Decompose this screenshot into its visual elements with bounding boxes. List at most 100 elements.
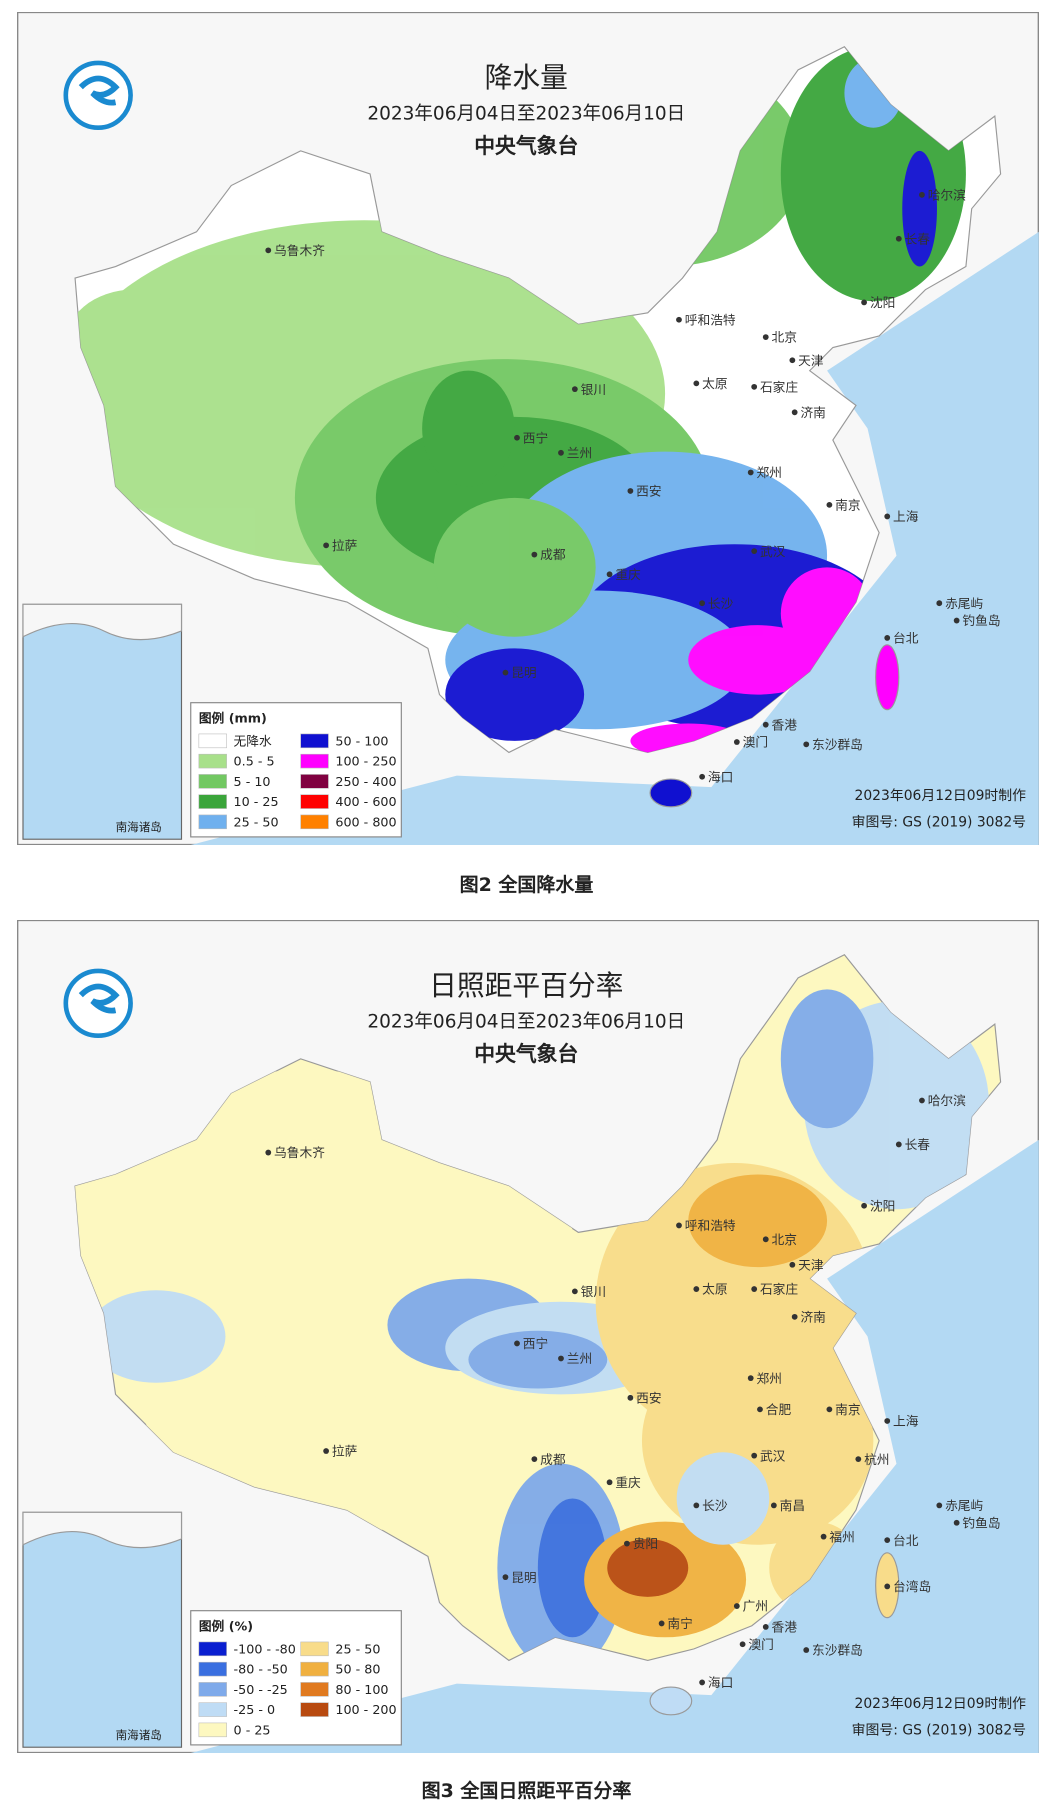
city-label: 郑州 bbox=[756, 1371, 781, 1386]
city-dot bbox=[791, 409, 798, 416]
city-label: 乌鲁木齐 bbox=[274, 243, 325, 258]
legend-swatch bbox=[300, 774, 329, 789]
city-label: 台北 bbox=[893, 631, 919, 646]
city-label: 银川 bbox=[581, 1284, 606, 1299]
fill-region bbox=[445, 648, 585, 741]
fill-region bbox=[780, 989, 874, 1129]
city-label: 哈尔滨 bbox=[928, 1093, 966, 1108]
city-dot bbox=[855, 1456, 862, 1463]
city-dot bbox=[826, 501, 833, 508]
city-dot bbox=[762, 1624, 769, 1630]
city-label: 西安 bbox=[636, 1390, 661, 1405]
city-dot bbox=[514, 434, 520, 441]
legend-swatch bbox=[300, 794, 329, 809]
city-label: 北京 bbox=[772, 330, 797, 345]
city-label: 重庆 bbox=[615, 567, 641, 582]
city-label: 澳门 bbox=[743, 735, 768, 750]
city-label: 上海 bbox=[893, 509, 919, 524]
city-label: 杭州 bbox=[864, 1452, 889, 1467]
legend-swatch bbox=[300, 1661, 329, 1677]
legend-swatch bbox=[198, 733, 227, 749]
caption: 图2 全国降水量 bbox=[459, 874, 594, 896]
city-label: 西宁 bbox=[523, 430, 548, 445]
taiwan bbox=[875, 644, 900, 711]
fill-region bbox=[468, 1330, 608, 1389]
city-label: 上海 bbox=[893, 1414, 919, 1429]
city-dot bbox=[861, 1202, 867, 1209]
city-label: 海口 bbox=[708, 1675, 733, 1690]
inset-label: 南海诸岛 bbox=[116, 820, 162, 834]
city-label: 哈尔滨 bbox=[928, 187, 966, 202]
legend-label: 0 - 25 bbox=[234, 1722, 271, 1737]
city-dot bbox=[936, 600, 943, 607]
city-label: 福州 bbox=[829, 1529, 854, 1544]
city-label: 兰州 bbox=[567, 1351, 592, 1366]
city-label: 钓鱼岛 bbox=[962, 613, 1000, 628]
legend-swatch bbox=[198, 1661, 227, 1677]
city-label: 武汉 bbox=[760, 1448, 786, 1463]
city-dot bbox=[936, 1502, 943, 1509]
city-dot bbox=[751, 383, 758, 390]
city-dot bbox=[265, 247, 272, 254]
city-dot bbox=[699, 600, 706, 607]
sea bbox=[190, 1139, 1039, 1753]
city-dot bbox=[739, 1641, 746, 1648]
city-dot bbox=[884, 635, 891, 641]
legend-swatch bbox=[198, 1702, 227, 1717]
legend-label: 无降水 bbox=[234, 734, 272, 749]
city-label: 海口 bbox=[708, 769, 733, 784]
legend-swatch bbox=[198, 1722, 227, 1738]
city-label: 石家庄 bbox=[760, 379, 798, 394]
city-label: 贵阳 bbox=[633, 1536, 658, 1551]
fill-region bbox=[86, 1290, 226, 1383]
city-dot bbox=[693, 1286, 700, 1292]
hainan bbox=[649, 778, 693, 808]
production-note: 2023年06月12日09时制作 bbox=[855, 1696, 1027, 1712]
city-dot bbox=[884, 513, 891, 520]
legend-swatch bbox=[198, 814, 227, 830]
city-label: 钓鱼岛 bbox=[962, 1515, 1000, 1530]
city-dot bbox=[757, 1406, 763, 1413]
legend-swatch bbox=[300, 753, 329, 769]
city-dot bbox=[789, 1261, 796, 1268]
city-dot bbox=[606, 1479, 613, 1486]
city-label: 沈阳 bbox=[870, 1198, 895, 1213]
city-dot bbox=[658, 1620, 665, 1627]
fill-region bbox=[902, 150, 937, 267]
caption: 图3 全国日照距平百分率 bbox=[421, 1780, 632, 1802]
legend-label: -50 - -25 bbox=[234, 1682, 288, 1697]
city-dot bbox=[571, 1288, 578, 1295]
city-label: 长沙 bbox=[708, 596, 734, 611]
legend-label: 50 - 100 bbox=[335, 734, 388, 749]
city-dot bbox=[919, 1097, 925, 1104]
legend-label: 400 - 600 bbox=[335, 794, 396, 809]
legend-title: 图例 (mm) bbox=[199, 710, 267, 725]
legend-label: 80 - 100 bbox=[335, 1682, 388, 1697]
city-label: 南京 bbox=[835, 497, 860, 512]
legend-title: 图例 (%) bbox=[199, 1618, 253, 1633]
city-dot bbox=[733, 1603, 740, 1609]
city-dot bbox=[919, 191, 925, 198]
city-dot bbox=[820, 1533, 827, 1540]
city-dot bbox=[323, 542, 330, 549]
legend-box bbox=[190, 1610, 402, 1746]
inset-coast bbox=[22, 603, 183, 641]
city-dot bbox=[323, 1448, 330, 1454]
city-label: 赤尾屿 bbox=[945, 1498, 983, 1513]
city-label: 成都 bbox=[540, 547, 566, 562]
city-dot bbox=[747, 1375, 754, 1382]
city-dot bbox=[884, 1537, 891, 1544]
legend-swatch bbox=[300, 1702, 329, 1717]
map-title: 日照距平百分率 bbox=[429, 969, 623, 1002]
city-label: 广州 bbox=[743, 1599, 768, 1614]
legend-label: -80 - -50 bbox=[234, 1662, 288, 1677]
legend-swatch bbox=[300, 1682, 329, 1697]
city-label: 长春 bbox=[905, 1137, 931, 1152]
legend-swatch bbox=[300, 814, 329, 830]
city-label: 沈阳 bbox=[870, 295, 895, 310]
legend-swatch bbox=[198, 1641, 227, 1657]
legend-swatch bbox=[300, 733, 329, 749]
city-dot bbox=[751, 1286, 758, 1292]
city-dot bbox=[762, 334, 769, 340]
city-label: 香港 bbox=[772, 1620, 798, 1635]
